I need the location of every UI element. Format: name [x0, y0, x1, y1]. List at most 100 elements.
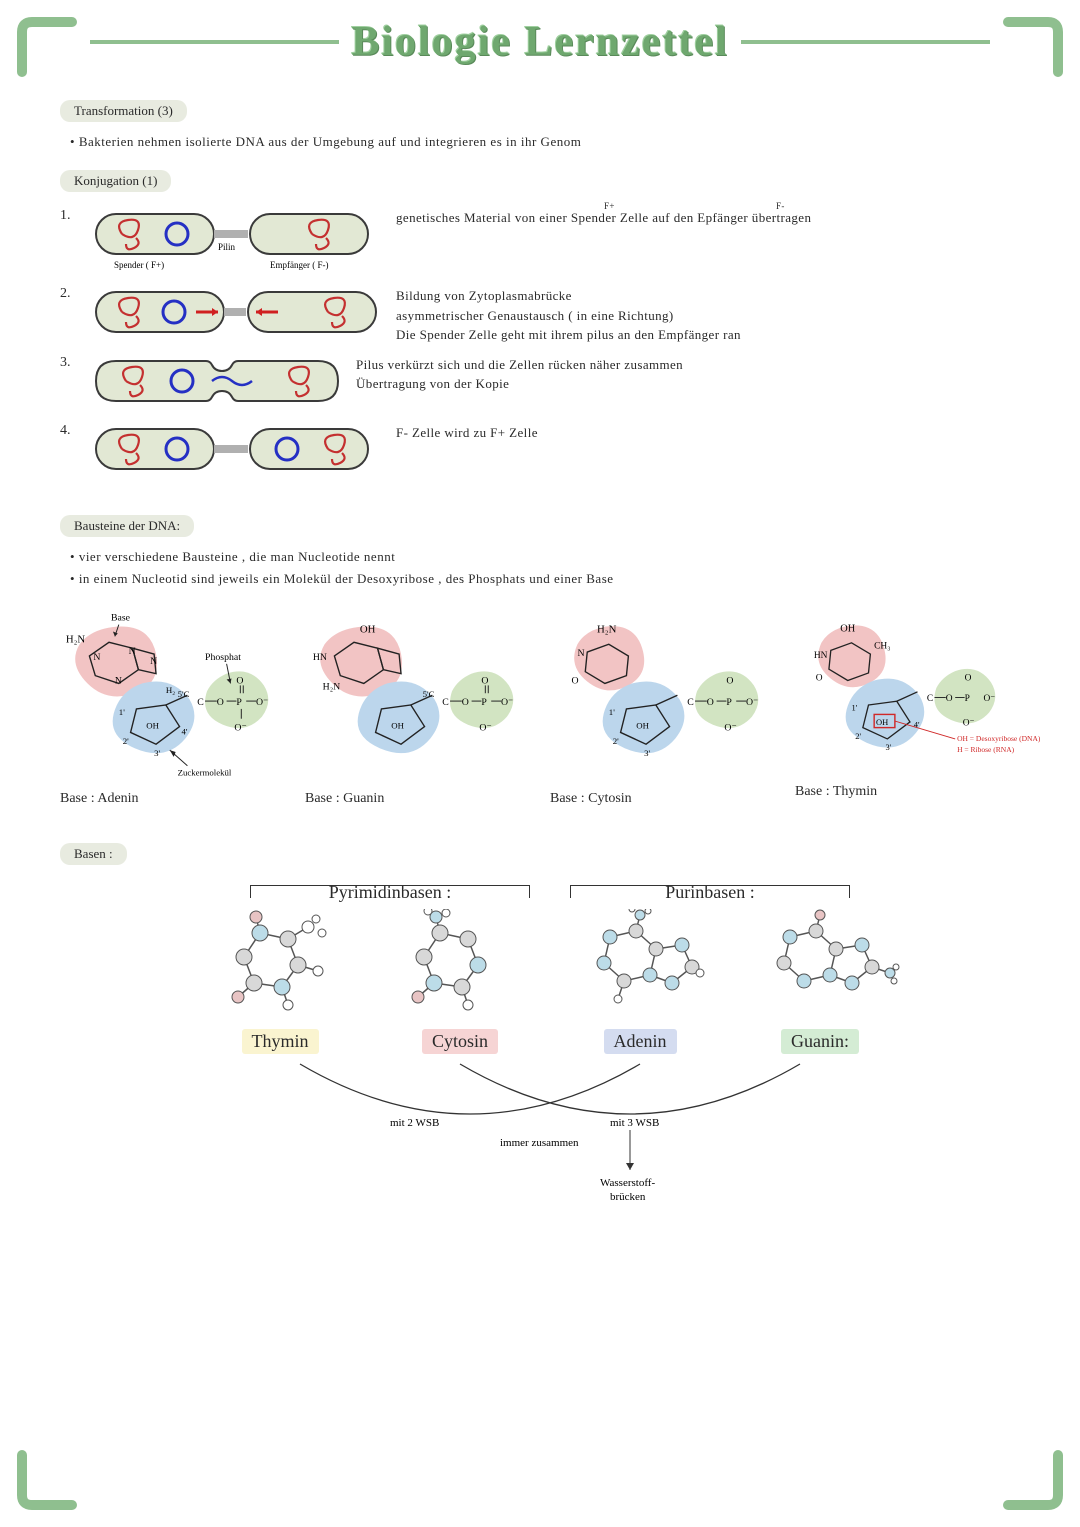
svg-text:O⁻: O⁻: [256, 696, 268, 707]
svg-text:brücken: brücken: [610, 1191, 646, 1203]
diagram-step4: [92, 423, 382, 481]
corner-top-right: [998, 12, 1068, 82]
svg-text:O: O: [707, 696, 714, 707]
svg-text:H₂N: H₂N: [323, 681, 341, 692]
svg-text:Phosphat: Phosphat: [205, 651, 241, 662]
svg-text:P: P: [965, 694, 970, 704]
svg-text:N: N: [115, 675, 122, 686]
transformation-bullet: Bakterien nehmen isolierte DNA aus der U…: [70, 134, 1040, 150]
svg-text:OH = Desoxyribose (DNA): OH = Desoxyribose (DNA): [957, 733, 1040, 742]
svg-text:CH₃: CH₃: [874, 641, 890, 651]
step1-text: genetisches Material von einer Spender Z…: [396, 208, 811, 228]
svg-text:P: P: [726, 696, 732, 707]
konjugation-step-3: 3. Pilus verkürzt sich und die Zellen rü…: [60, 355, 1040, 413]
svg-text:N: N: [150, 655, 157, 666]
svg-text:2': 2': [855, 730, 861, 740]
svg-text:O⁻: O⁻: [479, 722, 491, 733]
svg-text:HN: HN: [313, 651, 327, 662]
svg-text:O⁻: O⁻: [983, 694, 995, 704]
svg-text:H₂N: H₂N: [597, 623, 617, 635]
section-basen: Basen :: [60, 843, 127, 865]
svg-text:C: C: [442, 696, 449, 707]
svg-text:O: O: [572, 675, 579, 686]
step3-text: Pilus verkürzt sich und die Zellen rücke…: [356, 355, 683, 394]
base-guanin: Guanin:: [750, 909, 890, 1054]
svg-text:O: O: [217, 696, 224, 707]
nucleotides-row: H₂N N N N N 1' 2' 3' 4' 5'C OH H₂ C O: [60, 607, 1040, 807]
svg-text:N: N: [129, 646, 136, 657]
svg-text:5'C: 5'C: [178, 689, 190, 699]
svg-text:OH: OH: [876, 716, 888, 726]
title-row: Biologie Lernzettel: [0, 0, 1080, 66]
svg-text:O: O: [462, 696, 469, 707]
svg-text:3': 3': [885, 742, 891, 752]
svg-text:O: O: [816, 673, 823, 683]
svg-text:C: C: [927, 694, 933, 704]
konjugation-step-4: 4. F- Zelle wird zu F+ Zelle: [60, 423, 1040, 481]
svg-text:2': 2': [123, 736, 129, 746]
nucleotide-thymin: OH CH₃ HN O 1' 2' 3' 4' OH OH = Desoxyri…: [795, 607, 1040, 807]
section-transformation: Transformation (3): [60, 100, 187, 122]
base-cytosin: Cytosin: [390, 909, 530, 1054]
svg-text:OH: OH: [146, 720, 159, 730]
svg-text:Zuckermolekül: Zuckermolekül: [178, 767, 232, 777]
svg-text:O⁻: O⁻: [234, 722, 246, 733]
svg-text:4': 4': [182, 726, 188, 736]
svg-text:mit 2 WSB: mit 2 WSB: [390, 1117, 439, 1129]
svg-text:Empfänger ( F-): Empfänger ( F-): [270, 260, 328, 270]
svg-text:HN: HN: [814, 650, 828, 660]
corner-bottom-right: [998, 1445, 1068, 1515]
step2-text: Bildung von Zytoplasmabrücke asymmetrisc…: [396, 286, 741, 345]
section-bausteine: Bausteine der DNA:: [60, 515, 194, 537]
diagram-step3: [92, 355, 342, 413]
diagram-step2: [92, 286, 382, 344]
svg-text:O: O: [946, 694, 953, 704]
base-group-headers: Pyrimidinbasen : Purinbasen :: [60, 885, 1040, 903]
content: Transformation (3) Bakterien nehmen isol…: [0, 66, 1080, 1234]
svg-text:mit 3 WSB: mit 3 WSB: [610, 1117, 659, 1129]
svg-text:C: C: [197, 696, 204, 707]
svg-text:O⁻: O⁻: [963, 718, 975, 728]
bausteine-b2: in einem Nucleotid sind jeweils ein Mole…: [70, 571, 1040, 587]
diagram-step1: Spender ( F+) Pilin Empfänger ( F-): [92, 208, 382, 276]
svg-text:Spender ( F+): Spender ( F+): [114, 260, 164, 270]
svg-text:H = Ribose (RNA): H = Ribose (RNA): [957, 745, 1015, 754]
svg-text:H₂: H₂: [166, 685, 175, 695]
svg-text:H₂N: H₂N: [66, 633, 86, 645]
svg-text:5'C: 5'C: [423, 689, 435, 699]
svg-text:Base: Base: [111, 612, 130, 623]
konjugation-step-1: 1. Spender ( F+) Pilin Empfänger ( F-) g…: [60, 208, 1040, 276]
svg-text:N: N: [93, 651, 100, 662]
base-pairing-diagram: mit 2 WSB mit 3 WSB immer zusammen Wasse…: [210, 1054, 890, 1214]
svg-text:OH: OH: [636, 720, 649, 730]
svg-text:OH: OH: [840, 623, 855, 634]
konjugation-step-2: 2. Bildung von Zytoplasmabrücke asymmetr…: [60, 286, 1040, 345]
svg-text:N: N: [577, 647, 584, 658]
svg-text:OH: OH: [391, 720, 404, 730]
corner-top-left: [12, 12, 82, 82]
svg-text:O⁻: O⁻: [501, 696, 513, 707]
bausteine-b1: vier verschiedene Bausteine , die man Nu…: [70, 549, 1040, 565]
svg-text:O: O: [726, 675, 733, 686]
svg-text:C: C: [687, 696, 694, 707]
svg-text:O: O: [965, 673, 972, 683]
svg-text:O⁻: O⁻: [724, 722, 736, 733]
svg-text:immer zusammen: immer zusammen: [500, 1137, 579, 1149]
svg-text:O⁻: O⁻: [746, 696, 758, 707]
nucleotide-cytosin: H₂N N O 1' 2' 3' OH C O P O⁻ O O⁻: [550, 607, 795, 807]
svg-text:P: P: [236, 696, 242, 707]
svg-text:1': 1': [119, 706, 125, 716]
page-title: Biologie Lernzettel: [351, 18, 728, 66]
corner-bottom-left: [12, 1445, 82, 1515]
svg-text:1': 1': [852, 702, 858, 712]
svg-text:O: O: [481, 675, 488, 686]
step4-text: F- Zelle wird zu F+ Zelle: [396, 423, 538, 443]
svg-text:O: O: [236, 675, 243, 686]
bases-molecules: Thymin Cytosin: [60, 909, 1040, 1054]
base-thymin: Thymin: [210, 909, 350, 1054]
base-adenin: Adenin: [570, 909, 710, 1054]
nucleotide-adenin: H₂N NN NN 1' 2' 3' 4' 5'C OH H₂ C O: [60, 607, 305, 807]
nucleotide-guanin: OH HN H₂N 5'C OH C O P O⁻ O O⁻: [305, 607, 550, 807]
svg-text:OH: OH: [360, 623, 376, 635]
svg-text:3': 3': [644, 747, 650, 757]
